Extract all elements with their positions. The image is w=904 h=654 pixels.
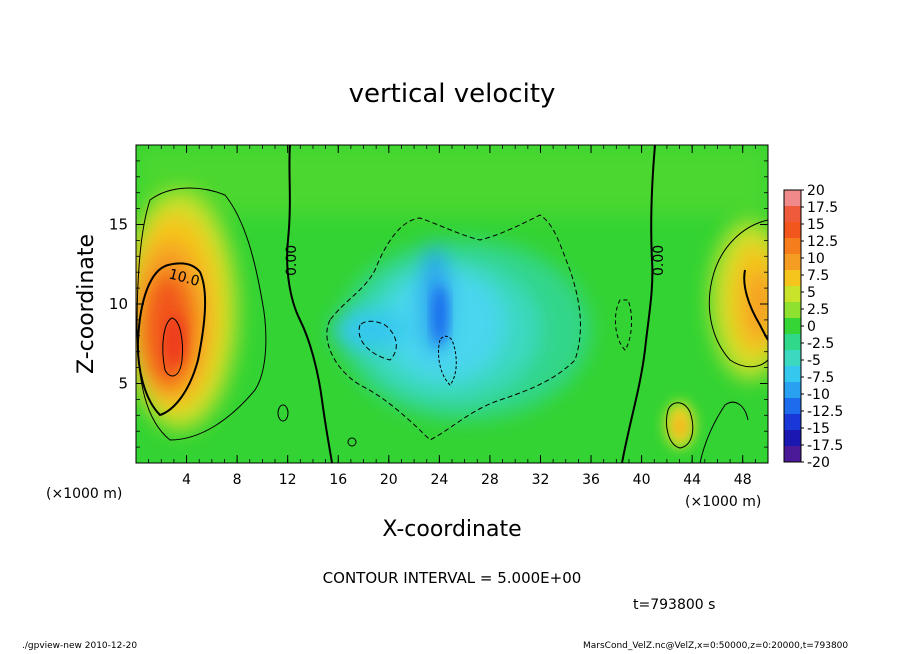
x-tick-label: 40	[633, 472, 651, 488]
colorbar-swatch	[784, 414, 801, 431]
contour-blob-a	[277, 404, 289, 422]
colorbar-label: -10	[807, 387, 830, 403]
downdraft-core	[432, 285, 448, 345]
colorbar-label: -17.5	[807, 438, 843, 454]
colorbar-swatch	[784, 350, 801, 367]
y-axis-label: Z-coordinate	[74, 234, 99, 374]
colorbar-swatch	[784, 334, 801, 351]
contour-labels: 10.0 0.00 0.00	[167, 245, 667, 290]
colorbar-swatch	[784, 190, 801, 207]
colorbar-swatch	[784, 398, 801, 415]
colorbar-label: 0	[807, 319, 816, 335]
contour-label-zero-left: 0.00	[284, 245, 300, 276]
colorbar: 2017.51512.5107.552.50-2.5-5-7.5-10-12.5…	[783, 183, 843, 471]
x-axis-unit-right: (×1000 m)	[685, 494, 761, 510]
x-tick-label: 48	[734, 472, 752, 488]
colorbar-label: -20	[807, 455, 830, 471]
colorbar-label: 12.5	[807, 234, 838, 250]
contour-neg-center	[326, 214, 581, 441]
contour-interval-text: CONTOUR INTERVAL = 5.000E+00	[323, 569, 582, 587]
contour-lines	[136, 145, 768, 463]
x-tick-label: 4	[182, 472, 191, 488]
x-tick-label: 36	[582, 472, 600, 488]
colorbar-swatch	[784, 366, 801, 383]
colorbar-swatch	[784, 286, 801, 303]
contour-ten-left-core	[162, 317, 183, 377]
colorbar-swatch	[784, 222, 801, 239]
x-tick-label: 24	[430, 472, 448, 488]
y-tick-label: 10	[109, 295, 128, 313]
colorbar-label: -7.5	[807, 370, 834, 386]
contour-ten-left	[136, 262, 207, 417]
contour-right-b	[743, 269, 768, 341]
contour-label-zero-right: 0.00	[651, 245, 667, 276]
y-axis: 5 10 15	[109, 144, 768, 464]
x-tick-label: 20	[380, 472, 398, 488]
colorbar-label: 20	[807, 183, 825, 199]
colorbar-swatch	[784, 270, 801, 287]
y-tick-label: 15	[109, 216, 128, 234]
chart-title: vertical velocity	[349, 79, 556, 109]
colorbar-label: -2.5	[807, 336, 834, 352]
contour-zero-left	[286, 145, 333, 463]
x-tick-label: 32	[532, 472, 550, 488]
colorbar-label: 2.5	[807, 302, 829, 318]
x-tick-label: 12	[279, 472, 297, 488]
time-label: t=793800 s	[633, 597, 715, 613]
colorbar-label: 7.5	[807, 268, 829, 284]
x-tick-label: 8	[233, 472, 242, 488]
colorbar-swatch	[784, 206, 801, 223]
y-tick-label: 5	[118, 375, 128, 393]
colorbar-label: 10	[807, 251, 825, 267]
contour-five-left	[136, 187, 267, 441]
x-axis: 4 8 12 16 20 24 28 32 36 40 44 48	[135, 145, 769, 488]
contour-neg-core	[437, 335, 457, 386]
right-updraft	[710, 220, 768, 380]
colorbar-label: -15	[807, 421, 830, 437]
contour-right-a	[708, 219, 768, 368]
contour-zero-right	[621, 145, 656, 463]
colorbar-swatch	[784, 238, 801, 255]
footer-right: MarsCond_VelZ.nc@VelZ,x=0:50000,z=0:2000…	[583, 641, 849, 651]
left-core	[165, 315, 185, 365]
colorbar-swatch	[784, 430, 801, 447]
x-axis-unit-left: (×1000 m)	[46, 486, 122, 502]
x-tick-label: 44	[683, 472, 701, 488]
colorbar-label: 15	[807, 217, 825, 233]
colorbar-label: 5	[807, 285, 816, 301]
contour-small-updraft	[666, 402, 694, 449]
colorbar-swatch	[784, 446, 801, 463]
top-band	[136, 145, 768, 215]
colorbar-swatch	[784, 318, 801, 335]
contour-label-ten: 10.0	[167, 266, 201, 290]
contour-neg-small	[614, 299, 633, 351]
contour-neg-inner	[358, 320, 397, 361]
footer-left: ./gpview-new 2010-12-20	[22, 641, 138, 651]
left-updraft	[136, 190, 238, 430]
colorbar-label: -5	[807, 353, 821, 369]
x-axis-label: X-coordinate	[382, 517, 521, 542]
x-tick-label: 28	[481, 472, 499, 488]
contour-bottom-right	[699, 401, 749, 463]
contour-blob-b	[347, 437, 357, 447]
x-tick-label: 16	[329, 472, 347, 488]
colorbar-swatch	[784, 302, 801, 319]
colorbar-label: 17.5	[807, 200, 838, 216]
colorbar-label: -12.5	[807, 404, 843, 420]
colorbar-swatch	[784, 382, 801, 399]
colorbar-swatch	[784, 254, 801, 271]
plot-area: 10.0 0.00 0.00	[136, 145, 768, 463]
small-updraft	[664, 401, 696, 449]
